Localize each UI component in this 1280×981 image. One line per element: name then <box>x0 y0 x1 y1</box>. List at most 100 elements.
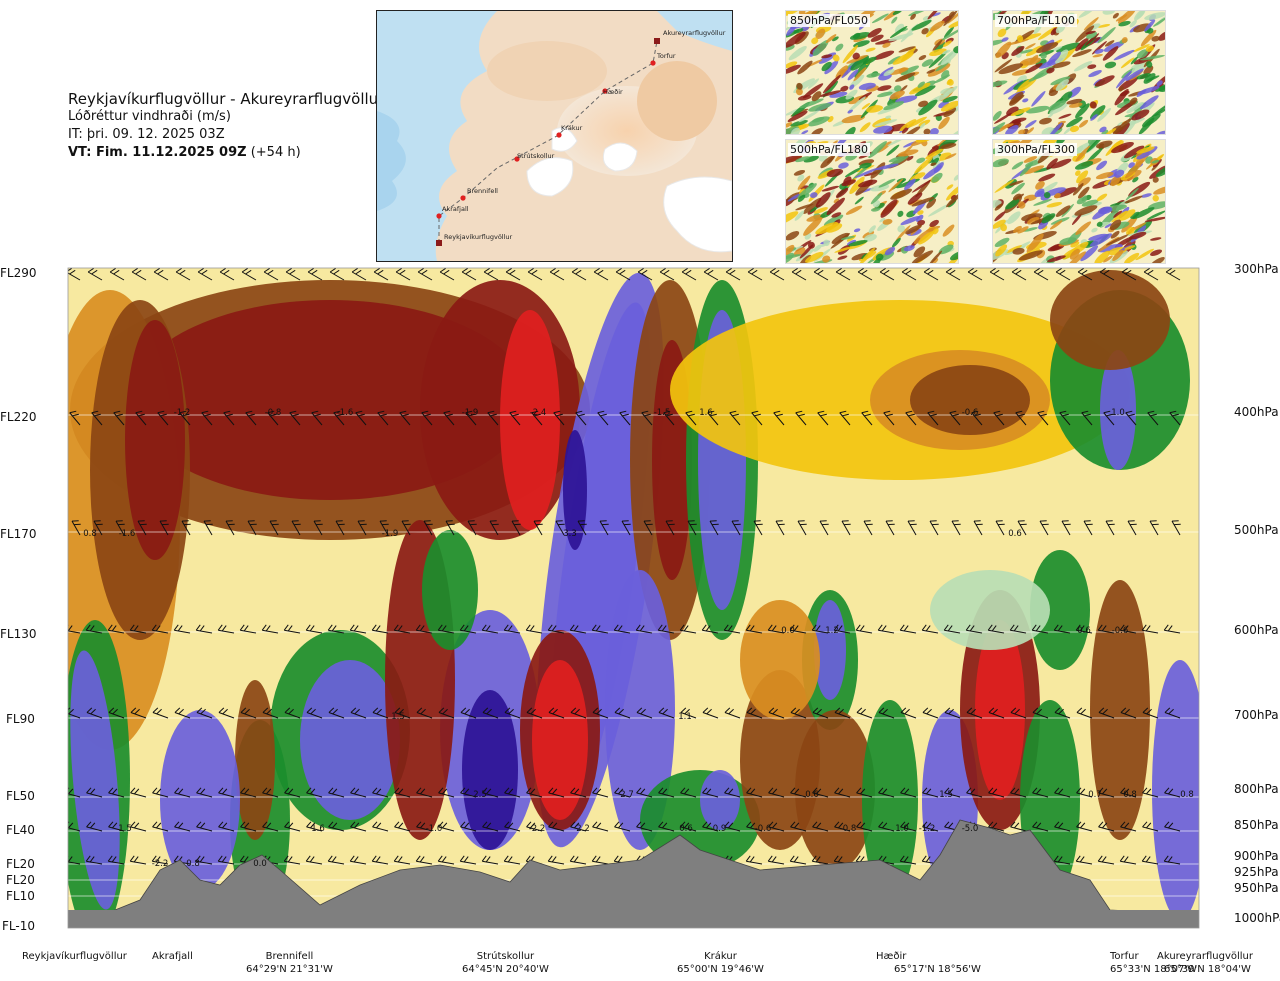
thumb-700hpa[interactable]: 700hPa/FL100 <box>992 10 1166 135</box>
map-label-akrafjall: Akrafjall <box>442 205 469 213</box>
fl-label-1: FL220 <box>0 410 37 424</box>
value-label: 0.0 <box>781 626 795 636</box>
route-point-reykjavik: Reykjavíkurflugvöllur <box>22 950 127 963</box>
route-point-name: Brennifell <box>265 951 314 962</box>
map-label-haedir: Hæðir <box>603 88 623 96</box>
thumb-500hpa[interactable]: 500hPa/FL180 <box>785 139 959 264</box>
route-point-akureyri: Akureyrarflugvöllur <box>1157 950 1253 963</box>
plot-frame <box>67 267 1200 929</box>
hpa-label-7: 900hPa <box>1234 849 1279 863</box>
route-point-brennifell: Brennifell 64°29'N 21°31'W <box>246 950 333 976</box>
thumb-850hpa-map <box>786 11 958 134</box>
route-point-coords: 64°45'N 20°40'W <box>462 964 549 975</box>
fl-label-3: FL130 <box>0 627 37 641</box>
route-point-name: Hæðir <box>876 951 907 962</box>
hpa-label-2: 500hPa <box>1234 523 1279 537</box>
value-label: -0.6 <box>755 824 772 834</box>
value-label: 1.5 <box>118 824 132 834</box>
route-point-name: Akureyrarflugvöllur <box>1157 951 1254 962</box>
fl-label-6: FL40 <box>6 823 35 837</box>
hpa-label-8: 925hPa <box>1234 865 1279 879</box>
value-label: -1.0 <box>426 824 443 834</box>
valid-time-line: VT: Fim. 11.12.2025 09Z (+54 h) <box>68 144 384 162</box>
valid-time: VT: Fim. 11.12.2025 09Z <box>68 145 247 160</box>
value-label: -1.6 <box>337 408 354 418</box>
value-label: 1.5 <box>391 712 405 722</box>
thumb-300hpa[interactable]: 300hPa/FL300 <box>992 139 1166 264</box>
route-point-coords: 65°33'N 18°07'W <box>1110 964 1197 975</box>
fl-label-8: FL20 <box>6 873 35 887</box>
value-label: 2.5 <box>473 790 487 800</box>
map-label-strutskollur: Strútskollur <box>517 152 555 160</box>
route-point-coords: 65°17'N 18°56'W <box>894 964 981 975</box>
fl-label-9: FL10 <box>6 889 35 903</box>
value-label: 2.2 <box>576 824 590 834</box>
route-point-akrafjall: Akrafjall <box>152 950 193 963</box>
chart-subtitle: Lóðréttur vindhraði (m/s) <box>68 109 231 124</box>
title-block: Reykjavíkurflugvöllur - Akureyrarflugvöl… <box>68 90 384 162</box>
value-label: 3.3 <box>563 529 577 539</box>
value-label: 0.0 <box>253 859 267 869</box>
value-label: -2.2 <box>529 824 546 834</box>
value-label: -0.6 <box>1112 626 1129 636</box>
route-point-akureyri-coords: 65°39'N 18°04'W <box>1164 963 1251 976</box>
value-label: 1.6 <box>311 824 325 834</box>
thumb-850hpa[interactable]: 850hPa/FL050 <box>785 10 959 135</box>
route-map: Akureyrarflugvöllur Torfur Hæðir Krákur … <box>376 10 733 262</box>
route-point-haedir: Hæðir 65°17'N 18°56'W <box>876 950 981 976</box>
hpa-label-0: 300hPa <box>1234 262 1279 276</box>
value-label: -2.4 <box>530 408 547 418</box>
value-label: -1.2 <box>174 408 191 418</box>
fl-label-4: FL90 <box>6 712 35 726</box>
value-label: -1.6 <box>119 529 136 539</box>
route-point-krakur: Krákur 65°00'N 19°46'W <box>677 950 764 976</box>
value-label: -1.9 <box>382 529 399 539</box>
route-point-name: Akrafjall <box>152 951 193 962</box>
fl-label-10: FL-10 <box>2 919 35 933</box>
map-label-krakur: Krákur <box>561 124 583 132</box>
value-labels: -1.2 -0.8 -1.6 -1.9 -2.4 -1.5 1.6 -0.6 1.0 0.8 -1.… <box>83 408 1194 869</box>
terrain <box>68 819 1199 928</box>
thumb-700hpa-map <box>993 11 1165 134</box>
thumb-500hpa-label: 500hPa/FL180 <box>788 143 871 156</box>
value-label: 1.5 <box>939 790 953 800</box>
value-label: 0.8 <box>1180 790 1194 800</box>
value-label: 1.1 <box>678 712 692 722</box>
route-point-coords: 64°29'N 21°31'W <box>246 964 333 975</box>
thumb-300hpa-label: 300hPa/FL300 <box>995 143 1078 156</box>
route-map-svg: Akureyrarflugvöllur Torfur Hæðir Krákur … <box>377 11 732 261</box>
value-label: 0.8 <box>186 859 200 869</box>
thumb-850hpa-label: 850hPa/FL050 <box>788 14 871 27</box>
value-label: 1.2 <box>825 626 839 636</box>
route-point-torfur: Torfur 65°33'N 18°07'W <box>1110 950 1197 976</box>
value-label: 1.0 <box>1111 408 1125 418</box>
fl-label-7: FL20 <box>6 857 35 871</box>
value-label: -1.2 <box>919 824 936 834</box>
route-point-name: Reykjavíkurflugvöllur <box>22 951 127 962</box>
fl-label-0: FL290 <box>0 266 37 280</box>
route-point-name: Krákur <box>704 951 737 962</box>
valid-offset: (+54 h) <box>250 145 301 160</box>
route-point-name: Strútskollur <box>476 951 535 962</box>
route-point-coords: 65°39'N 18°04'W <box>1164 964 1251 975</box>
fl-label-5: FL50 <box>6 789 35 803</box>
map-label-brennifell: Brennifell <box>467 187 498 195</box>
value-label: -0.6 <box>962 408 979 418</box>
hpa-label-5: 800hPa <box>1234 782 1279 796</box>
thumb-500hpa-map <box>786 140 958 263</box>
value-label: 0.8 <box>1123 790 1137 800</box>
fl-label-2: FL170 <box>0 527 37 541</box>
value-label: 1.0 <box>895 824 909 834</box>
hpa-label-9: 950hPa <box>1234 881 1279 895</box>
value-label: -1.5 <box>654 408 671 418</box>
value-label: 2.7 <box>620 790 634 800</box>
value-label: -0.9 <box>710 824 727 834</box>
value-label: -5.0 <box>962 824 979 834</box>
map-label-torfur: Torfur <box>656 52 676 60</box>
chart-title: Reykjavíkurflugvöllur - Akureyrarflugvöl… <box>68 90 385 108</box>
hpa-label-10: 1000hPa <box>1234 911 1280 925</box>
value-label: -0.8 <box>840 824 857 834</box>
value-label: 0.7 <box>1088 790 1102 800</box>
thumb-300hpa-map <box>993 140 1165 263</box>
value-label: 0.6 <box>679 824 693 834</box>
